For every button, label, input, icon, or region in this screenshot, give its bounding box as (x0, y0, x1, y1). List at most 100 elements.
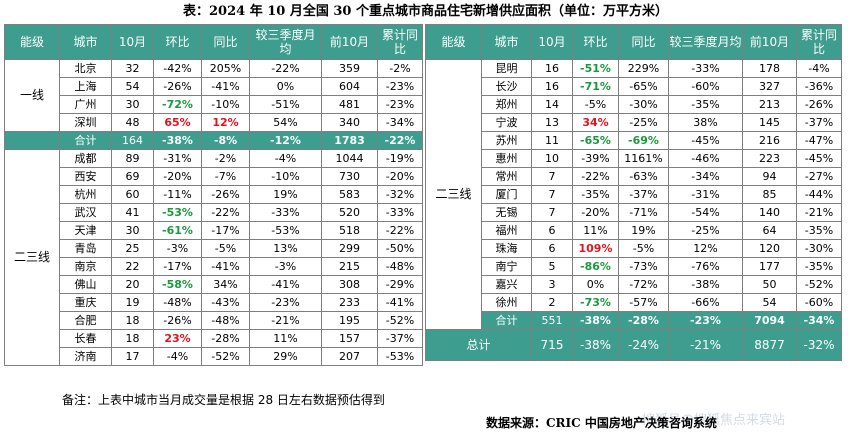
table-row: 常州 7 -22% -63% -34% 94 -27% (426, 167, 842, 186)
yoy-cell: -63% (618, 167, 669, 186)
ytd-cell: 359 (321, 59, 378, 78)
table-row: 青岛 25 -3% -5% 13% 299 -50% (5, 239, 423, 258)
tier-label (4, 131, 60, 150)
vsq3-cell: 12% (668, 239, 743, 258)
watermark-text: 搜狐号@搜狐焦点来宾站 (642, 413, 786, 428)
yoy-cell: -7% (201, 167, 250, 186)
yoy-cell: -5% (201, 239, 250, 258)
oct-cell: 54 (111, 77, 154, 96)
vsq3-cell: 54% (249, 113, 322, 132)
yoy-cell: -52% (201, 347, 250, 366)
ytd-yoy-cell: -50% (377, 239, 423, 258)
left-table: 能级 城市 10月 环比 同比 较三季度月均 前10月 累计同比 一线 北京 32 -42% 205%… (4, 24, 423, 366)
yoy-cell: 229% (618, 59, 669, 78)
ytd-yoy-cell: -32% (377, 185, 423, 204)
city-cell: 重庆 (59, 293, 112, 312)
city-cell: 嘉兴 (481, 275, 532, 294)
table-row: 长春 18 23% -28% 11% 157 -37% (5, 329, 423, 348)
mom-cell: 23% (153, 329, 202, 348)
header-cell: 较三季度月均 (668, 24, 743, 60)
ytd-cell: 233 (321, 293, 378, 312)
ytd-cell: 7094 (742, 311, 797, 330)
vsq3-cell: -25% (668, 221, 743, 240)
ytd-cell: 85 (742, 185, 797, 204)
city-cell: 天津 (59, 221, 112, 240)
yoy-cell: 19% (618, 221, 669, 240)
yoy-cell: -43% (201, 293, 250, 312)
ytd-cell: 583 (321, 185, 378, 204)
city-cell: 长沙 (481, 77, 532, 96)
mom-cell: -35% (572, 185, 619, 204)
mom-cell: 65% (153, 113, 202, 132)
header-cell: 10月 (111, 24, 154, 60)
header-cell: 城市 (59, 24, 112, 60)
vsq3-cell: -38% (668, 275, 743, 294)
table-row: 宁波 13 34% -25% 38% 145 -37% (426, 113, 842, 132)
yoy-cell: -41% (201, 77, 250, 96)
vsq3-cell: -10% (249, 167, 322, 186)
ytd-cell: 308 (321, 275, 378, 294)
ytd-yoy-cell: -4% (796, 59, 842, 78)
city-cell: 南京 (59, 257, 112, 276)
ytd-cell: 1783 (321, 131, 378, 150)
vsq3-cell: -33% (668, 59, 743, 78)
oct-cell: 19 (111, 293, 154, 312)
mom-cell: -20% (153, 167, 202, 186)
mom-cell: -86% (572, 257, 619, 276)
tier-label: 二三线 (4, 149, 60, 366)
mom-cell: -31% (153, 149, 202, 168)
ytd-cell: 140 (742, 203, 797, 222)
ytd-yoy-cell: -41% (377, 293, 423, 312)
oct-cell: 164 (111, 131, 154, 150)
header-cell: 前10月 (742, 24, 797, 60)
oct-cell: 551 (531, 311, 573, 330)
header-cell: 城市 (481, 24, 532, 60)
ytd-yoy-cell: -22% (377, 131, 423, 150)
mom-cell: -51% (572, 59, 619, 78)
ytd-yoy-cell: -52% (796, 275, 842, 294)
table-row: 惠州 10 -39% 1161% -46% 223 -45% (426, 149, 842, 168)
ytd-yoy-cell: -53% (377, 347, 423, 366)
ytd-yoy-cell: -21% (796, 203, 842, 222)
table-row: 济南 17 -4% -52% 29% 207 -53% (5, 347, 423, 366)
table-row: 珠海 6 109% -5% 12% 120 -30% (426, 239, 842, 258)
table-row: 天津 30 -61% -17% -53% 518 -22% (5, 221, 423, 240)
ytd-cell: 50 (742, 275, 797, 294)
table-row: 无锡 7 -20% -71% -54% 140 -21% (426, 203, 842, 222)
mom-cell: -20% (572, 203, 619, 222)
header-cell: 环比 (153, 24, 202, 60)
city-cell: 惠州 (481, 149, 532, 168)
vsq3-cell: 11% (249, 329, 322, 348)
yoy-cell: -30% (618, 95, 669, 114)
table-row: 福州 6 11% 19% -25% 64 -35% (426, 221, 842, 240)
ytd-cell: 340 (321, 113, 378, 132)
ytd-cell: 223 (742, 149, 797, 168)
mom-cell: -48% (153, 293, 202, 312)
mom-cell: -39% (572, 149, 619, 168)
yoy-cell: -37% (618, 185, 669, 204)
ytd-yoy-cell: -36% (796, 77, 842, 96)
ytd-cell: 327 (742, 77, 797, 96)
table-row: 郑州 14 -5% -30% -35% 213 -26% (426, 95, 842, 114)
footnote: 备注：上表中城市当月成交量是根据 28 日左右数据预估得到 (62, 393, 385, 407)
ytd-cell: 213 (742, 95, 797, 114)
oct-cell: 41 (111, 203, 154, 222)
yoy-cell: 205% (201, 59, 250, 78)
vsq3-cell: 29% (249, 347, 322, 366)
ytd-yoy-cell: -35% (796, 257, 842, 276)
oct-cell: 5 (531, 257, 573, 276)
city-cell: 昆明 (481, 59, 532, 78)
yoy-cell: 1161% (618, 149, 669, 168)
yoy-cell: -25% (618, 113, 669, 132)
ytd-yoy-cell: -35% (796, 221, 842, 240)
ytd-yoy-cell: -33% (377, 203, 423, 222)
vsq3-cell: -76% (668, 257, 743, 276)
vsq3-cell: -46% (668, 149, 743, 168)
mom-cell: -53% (153, 203, 202, 222)
ytd-cell: 207 (321, 347, 378, 366)
mom-cell: -58% (153, 275, 202, 294)
oct-cell: 32 (111, 59, 154, 78)
mom-cell: -5% (572, 95, 619, 114)
city-cell: 济南 (59, 347, 112, 366)
ytd-cell: 215 (321, 257, 378, 276)
